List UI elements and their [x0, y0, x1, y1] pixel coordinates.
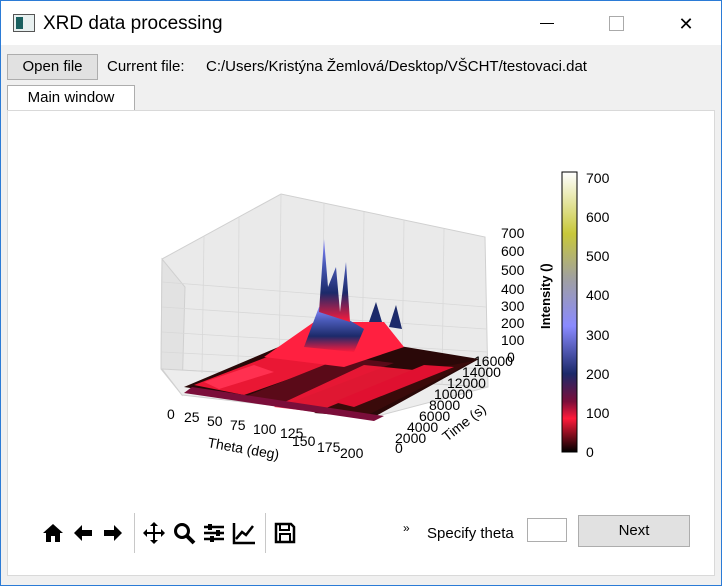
intensity-tick: 500 — [501, 262, 525, 278]
main-panel: 0 25 50 75 100 125 150 175 200 Theta (de… — [7, 110, 715, 576]
back-icon[interactable] — [71, 521, 95, 545]
home-icon[interactable] — [41, 521, 65, 545]
colorbar-tick: 100 — [586, 405, 610, 421]
surface-plot: 0 25 50 75 100 125 150 175 200 Theta (de… — [14, 117, 708, 497]
pan-icon[interactable] — [142, 521, 166, 545]
colorbar-tick: 500 — [586, 248, 610, 264]
theta-tick: 125 — [280, 425, 304, 441]
current-file-path: C:/Users/Kristýna Žemlová/Desktop/VŠCHT/… — [206, 58, 587, 75]
intensity-tick: 100 — [501, 332, 525, 348]
forward-icon[interactable] — [101, 521, 125, 545]
save-icon[interactable] — [273, 521, 297, 545]
time-tick: 12000 — [447, 375, 486, 391]
time-tick: 16000 — [474, 353, 513, 369]
intensity-tick: 600 — [501, 243, 525, 259]
time-tick: 0 — [395, 440, 403, 456]
time-tick: 4000 — [407, 419, 438, 435]
intensity-axis: 0 100 200 300 400 500 600 700 Intensity … — [501, 225, 553, 365]
toolbar-separator — [265, 513, 266, 553]
close-button[interactable]: ✕ — [666, 11, 706, 37]
minimize-button[interactable] — [526, 11, 566, 37]
colorbar-tick: 200 — [586, 366, 610, 382]
close-icon: ✕ — [678, 14, 694, 34]
window-title: XRD data processing — [43, 13, 223, 34]
time-tick: 6000 — [419, 408, 450, 424]
intensity-tick: 0 — [507, 349, 515, 365]
configure-icon[interactable] — [202, 521, 226, 545]
theta-tick: 175 — [317, 439, 341, 455]
colorbar-tick: 300 — [586, 327, 610, 343]
theta-tick: 100 — [253, 421, 277, 437]
toolbar-overflow-icon[interactable]: » — [403, 521, 410, 535]
theta-tick: 75 — [230, 417, 246, 433]
zoom-icon[interactable] — [172, 521, 196, 545]
time-tick: 10000 — [434, 386, 473, 402]
intensity-tick: 200 — [501, 315, 525, 331]
toolbar-separator — [134, 513, 135, 553]
theta-tick: 50 — [207, 413, 223, 429]
colorbar-tick: 0 — [586, 444, 594, 460]
theta-axis-label: Theta (deg) — [206, 434, 280, 462]
colorbar-tick: 600 — [586, 209, 610, 225]
file-row: Open file Current file: C:/Users/Kristýn… — [1, 45, 721, 85]
theta-input[interactable] — [527, 518, 567, 542]
theta-tick: 200 — [340, 445, 364, 461]
intensity-tick: 700 — [501, 225, 525, 241]
time-tick: 8000 — [429, 397, 460, 413]
title-bar: XRD data processing ✕ — [1, 1, 721, 45]
time-tick: 14000 — [462, 364, 501, 380]
intensity-tick: 300 — [501, 298, 525, 314]
app-icon — [13, 14, 35, 32]
edit-axis-icon[interactable] — [232, 521, 256, 545]
colorbar-tick: 400 — [586, 287, 610, 303]
theta-tick: 25 — [184, 409, 200, 425]
current-file-label: Current file: — [107, 58, 185, 75]
open-file-button[interactable]: Open file — [7, 54, 98, 80]
surface — [184, 239, 479, 421]
maximize-icon — [609, 16, 624, 31]
intensity-axis-label: Intensity () — [538, 263, 553, 329]
navigation-toolbar: » Specify theta Next — [33, 511, 713, 559]
tab-main-window[interactable]: Main window — [7, 85, 135, 111]
specify-theta-label: Specify theta — [427, 525, 514, 542]
time-tick: 2000 — [395, 430, 426, 446]
maximize-button[interactable] — [596, 11, 636, 37]
minimize-icon — [540, 23, 554, 24]
theta-tick: 150 — [292, 433, 316, 449]
next-button[interactable]: Next — [578, 515, 690, 547]
colorbar-tick: 700 — [586, 170, 610, 186]
theta-tick: 0 — [167, 406, 175, 422]
intensity-tick: 400 — [501, 281, 525, 297]
colorbar: 0 100 200 300 400 500 600 700 — [561, 170, 610, 460]
